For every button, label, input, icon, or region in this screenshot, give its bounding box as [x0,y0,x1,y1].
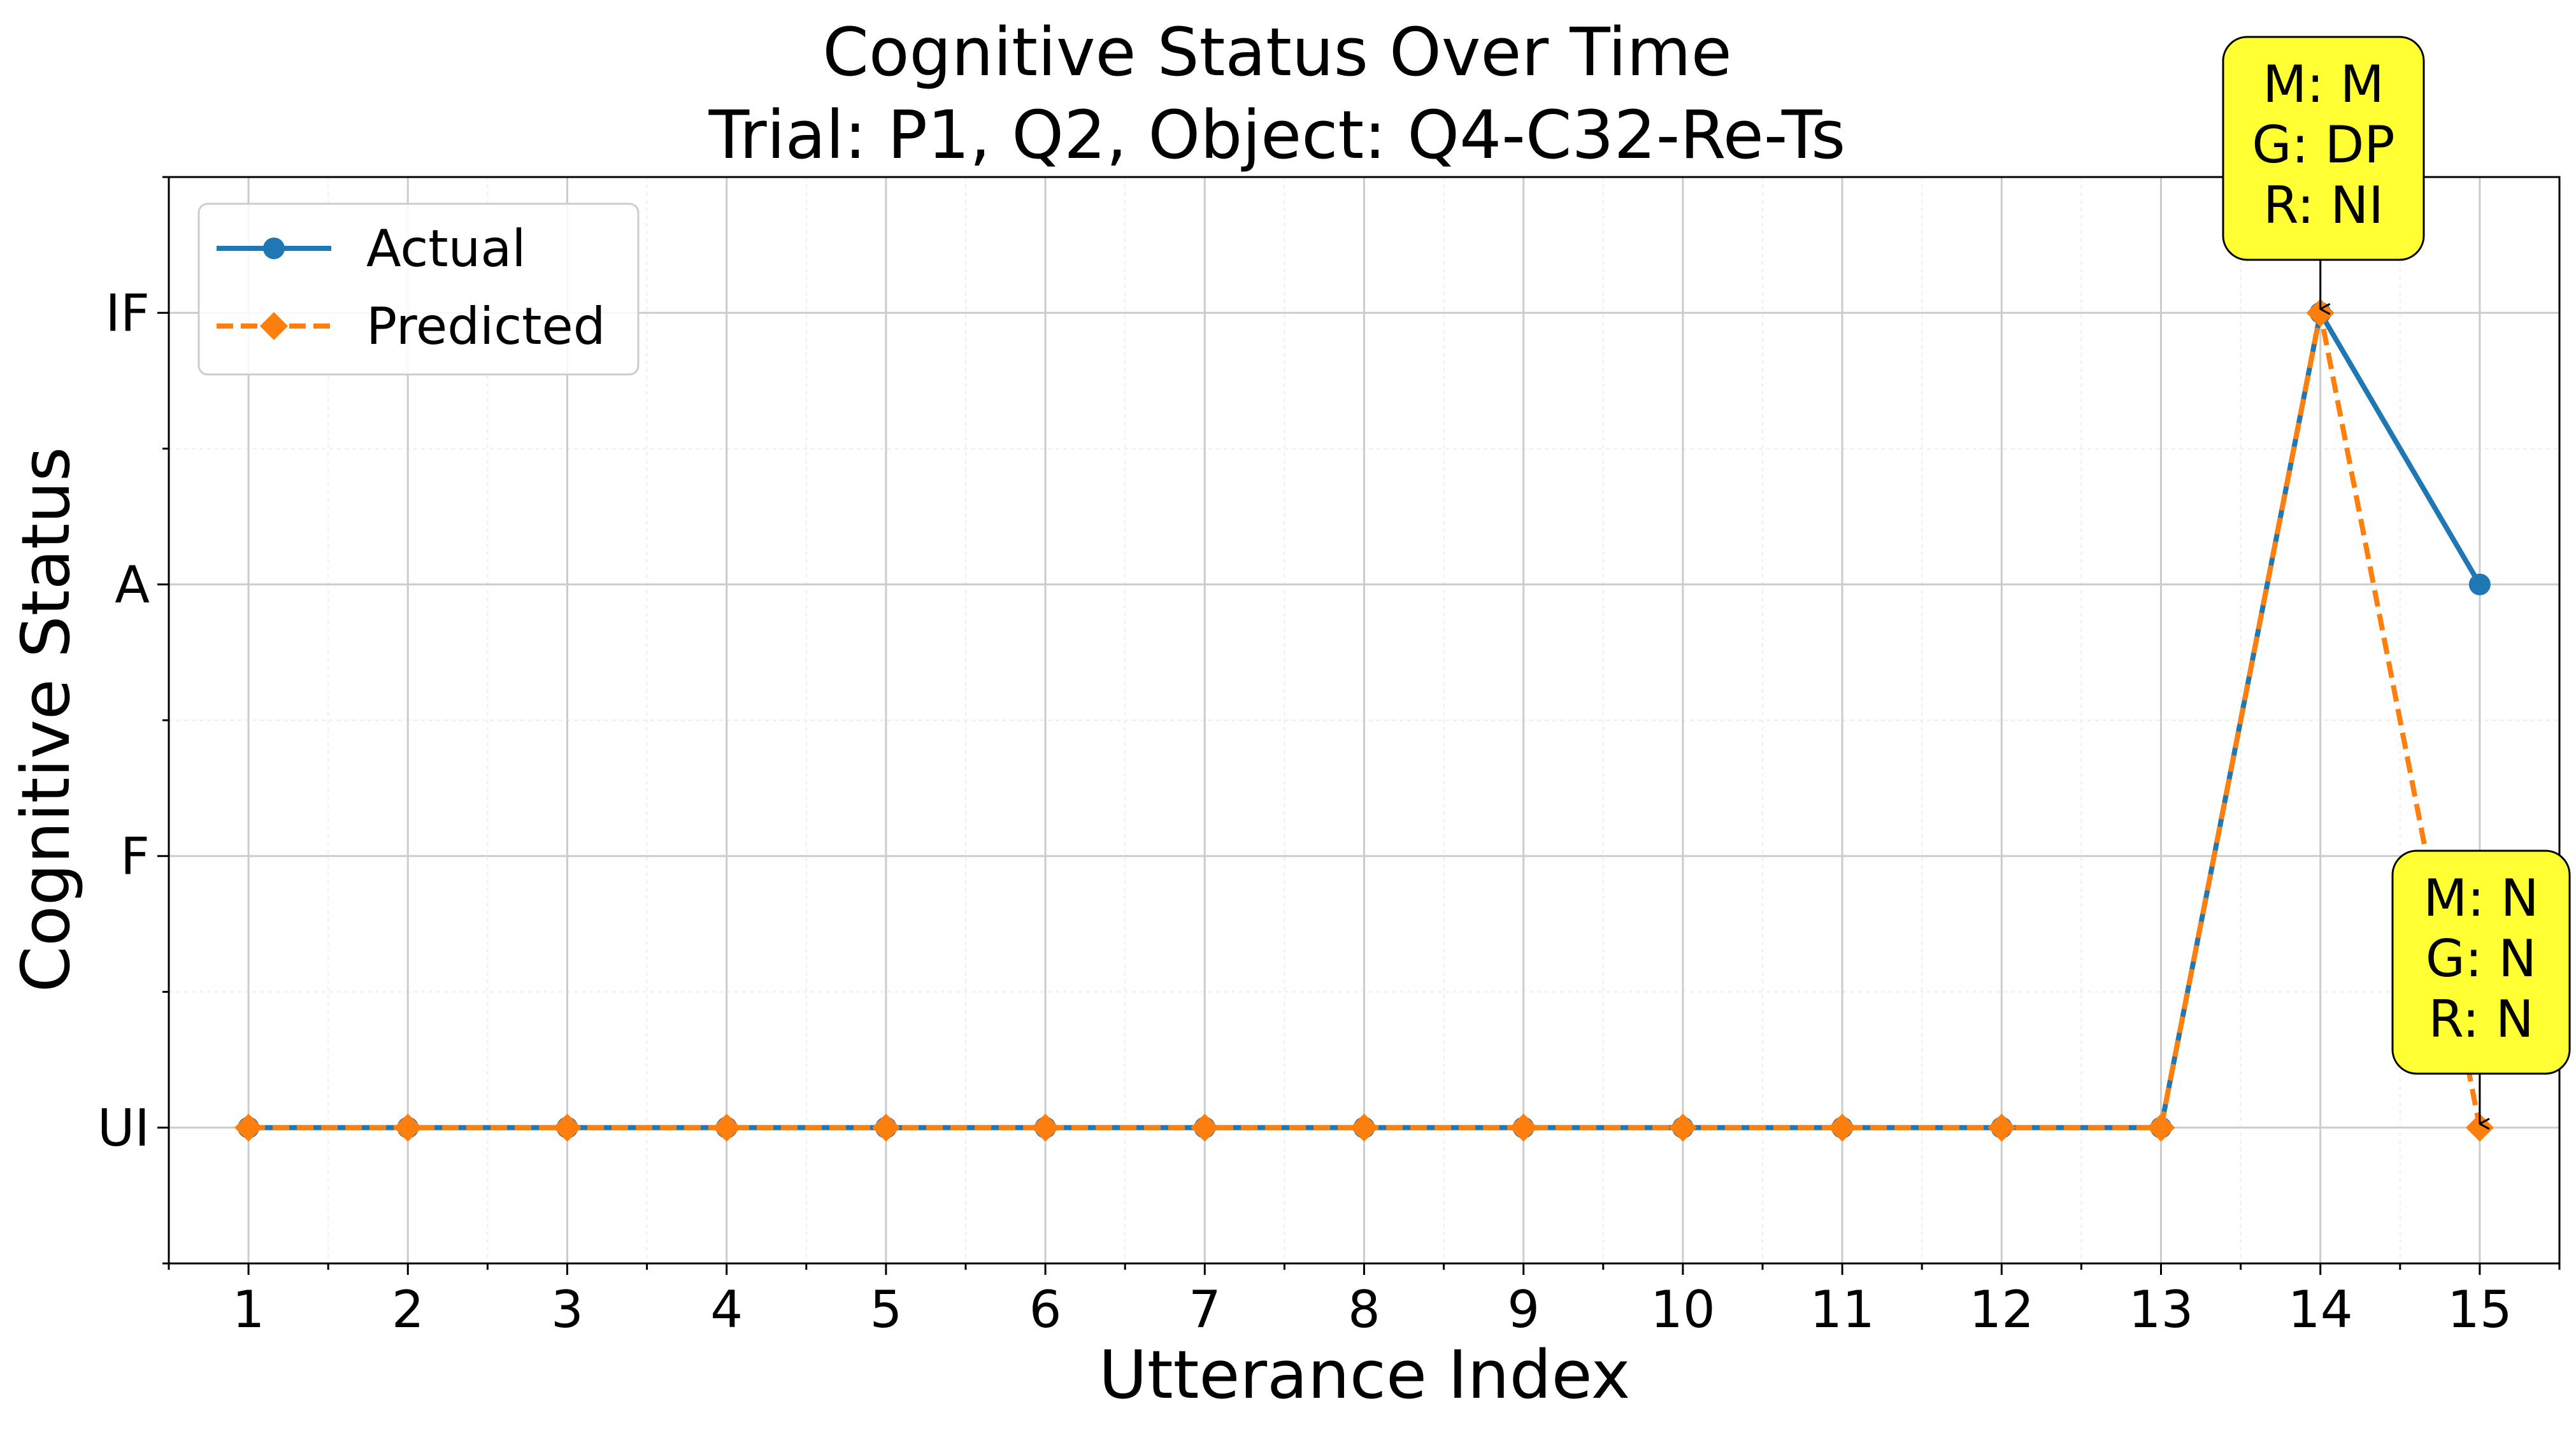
annotation-text: R: NI [2263,176,2384,235]
annotation: M: NG: NR: N [2391,850,2571,1124]
y-tick-label: A [115,555,150,615]
data-point-predicted [1509,1113,1538,1142]
x-tick-label: 6 [1029,1280,1062,1339]
data-point-predicted [1191,1113,1219,1142]
x-tick-label: 13 [2129,1280,2194,1339]
x-tick-label: 5 [869,1280,902,1339]
data-point-predicted [553,1113,582,1142]
y-tick-label: F [120,827,150,886]
legend-marker-predicted [260,312,288,340]
x-axis-label: Utterance Index [1099,1336,1631,1414]
legend-marker-actual [263,238,285,259]
data-point-predicted [871,1113,900,1142]
data-point-predicted [234,1113,263,1142]
annotation-text: M: M [2263,55,2384,114]
annotation-box [2222,36,2425,261]
annotation-box [2391,850,2571,1075]
legend-label-actual: Actual [366,219,526,278]
annotation-text: R: N [2428,990,2533,1049]
data-point-predicted [712,1113,741,1142]
x-tick-label: 8 [1348,1280,1380,1339]
annotation-text: G: N [2426,929,2537,988]
legend: Actual Predicted [197,203,640,376]
x-tick-label: 1 [233,1280,265,1339]
legend-label-predicted: Predicted [366,297,606,356]
annotation: M: MG: DPR: NI [2222,36,2425,309]
x-tick-label: 7 [1189,1280,1221,1339]
data-point-predicted [2147,1113,2175,1142]
annotation-text: M: N [2423,869,2538,928]
chart-subtitle: Trial: P1, Q2, Object: Q4-C32-Re-Ts [708,96,1846,174]
y-axis-label: Cognitive Status [7,447,85,993]
y-tick-label: IF [105,283,150,343]
data-point-predicted [1668,1113,1697,1142]
x-tick-label: 9 [1507,1280,1540,1339]
data-point-actual [2468,573,2491,595]
data-point-predicted [1828,1113,1857,1142]
series-predicted [234,299,2494,1142]
x-tick-label: 15 [2447,1280,2512,1339]
data-point-predicted [1031,1113,1060,1142]
y-axis: UI F A IF [97,176,169,1265]
annotation-text: G: DP [2252,115,2394,174]
x-tick-label: 4 [710,1280,743,1339]
x-tick-label: 14 [2288,1280,2353,1339]
x-axis: 1 2 3 4 5 6 7 8 9 10 11 12 13 14 15 [168,1263,2561,1339]
x-tick-label: 3 [551,1280,583,1339]
x-tick-label: 10 [1650,1280,1715,1339]
data-point-predicted [394,1113,422,1142]
x-tick-label: 12 [1969,1280,2034,1339]
data-point-predicted [1987,1113,2016,1142]
y-tick-label: UI [97,1098,150,1158]
x-tick-label: 2 [392,1280,424,1339]
chart-title: Cognitive Status Over Time [822,13,1732,91]
x-tick-label: 11 [1810,1280,1875,1339]
data-point-predicted [1350,1113,1378,1142]
